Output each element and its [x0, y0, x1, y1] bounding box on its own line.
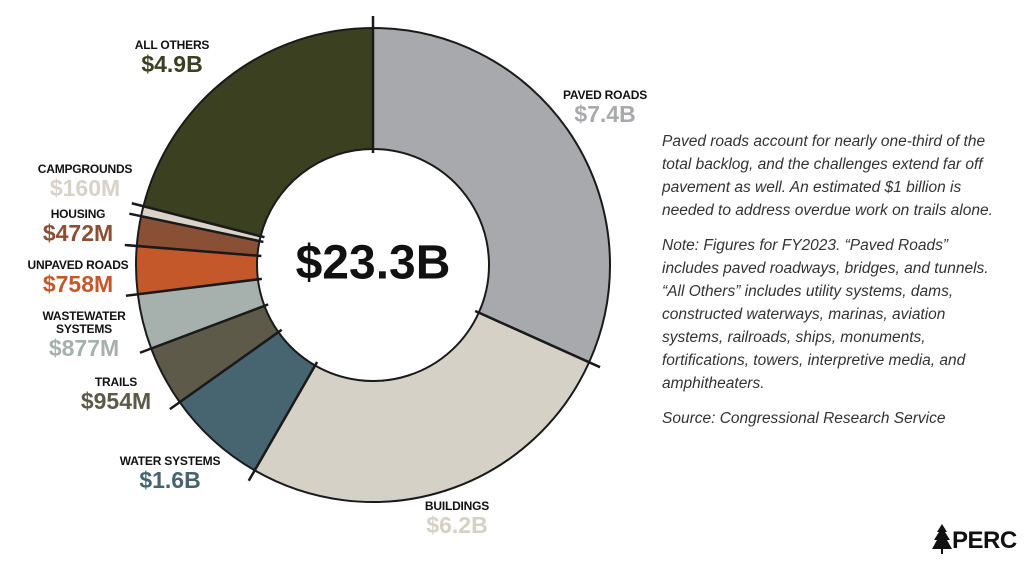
slice-label: CAMPGROUNDS $160M	[30, 162, 140, 201]
divider	[139, 303, 269, 354]
divider	[169, 328, 283, 411]
category-name: UNPAVED ROADS	[27, 258, 129, 272]
paragraph: Paved roads account for nearly one-third…	[662, 133, 993, 219]
slice-label: ALL OTHERS $4.9B	[117, 38, 227, 77]
slice-label: PAVED ROADS $7.4B	[550, 88, 660, 127]
divider	[125, 277, 263, 298]
category-name: WASTEWATER SYSTEMS	[42, 309, 126, 336]
divider	[247, 361, 319, 482]
chart: $23.3B	[124, 16, 611, 503]
sidebar: Paved roads account for nearly one-third…	[662, 130, 997, 442]
paragraph: Source: Congressional Research Service	[662, 410, 946, 427]
slice	[372, 26, 611, 364]
center-label: $23.3B	[296, 237, 451, 290]
slice-label: WASTEWATER SYSTEMS $877M	[39, 309, 129, 361]
slice-label: HOUSING $472M	[23, 207, 133, 246]
value-label: $954M	[80, 388, 152, 414]
logo-tree	[932, 524, 952, 554]
slice	[253, 311, 591, 503]
category-name: CAMPGROUNDS	[37, 162, 133, 176]
slice-label: BUILDINGS $6.2B	[402, 499, 512, 538]
value-label: $1.6B	[139, 467, 201, 493]
divider	[474, 309, 601, 369]
value-label: $472M	[42, 220, 114, 246]
category-name: TRAILS	[94, 375, 138, 389]
slice-label: TRAILS $954M	[61, 375, 171, 414]
value-label: $877M	[48, 335, 120, 361]
slice-label: UNPAVED ROADS $758M	[23, 258, 133, 297]
category-name: WATER SYSTEMS	[119, 454, 221, 468]
category-name: ALL OTHERS	[134, 38, 210, 52]
divider	[124, 243, 262, 258]
category-name: HOUSING	[50, 207, 106, 221]
paragraph: Note: Figures for FY2023. “Paved Roads” …	[662, 237, 989, 392]
category-name: PAVED ROADS	[562, 88, 648, 102]
value-label: $7.4B	[574, 101, 636, 127]
value-label: $758M	[42, 271, 114, 297]
logo: PERC	[932, 524, 1017, 554]
value-label: $160M	[49, 175, 121, 201]
divider	[129, 212, 264, 244]
logo-text: PERC	[952, 527, 1017, 554]
value-label: $4.9B	[141, 51, 203, 77]
slice-label: WATER SYSTEMS $1.6B	[115, 454, 225, 493]
category-name: BUILDINGS	[424, 499, 490, 513]
slice	[142, 26, 374, 238]
divider	[131, 202, 265, 239]
value-label: $6.2B	[426, 512, 488, 538]
